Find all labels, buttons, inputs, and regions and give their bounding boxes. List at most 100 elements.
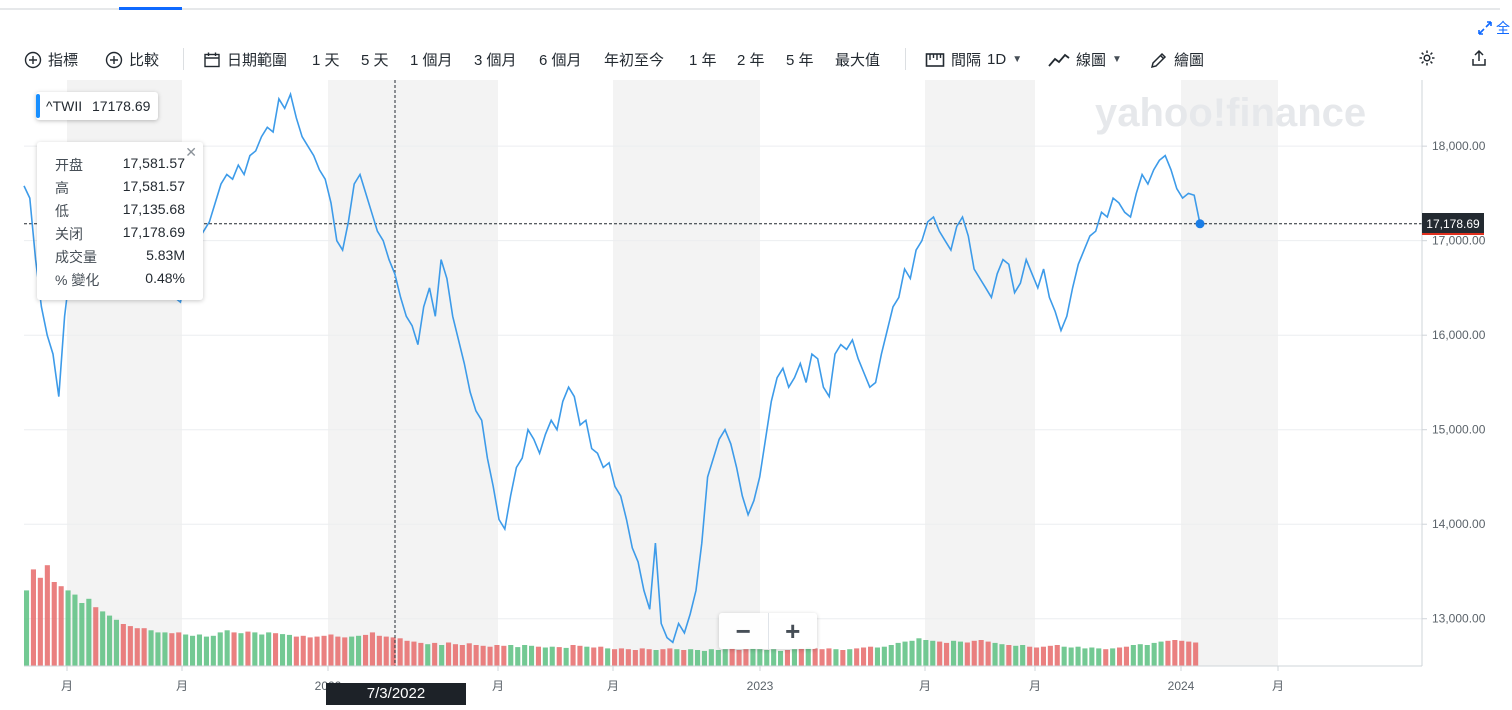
- range-2y[interactable]: 2 年: [737, 52, 765, 69]
- volume-bar: [1158, 641, 1164, 666]
- range-ytd[interactable]: 年初至今: [604, 52, 665, 69]
- volume-bar: [404, 640, 410, 666]
- volume-bar: [1034, 647, 1040, 666]
- volume-bar: [286, 634, 292, 666]
- volume-bar: [1117, 647, 1123, 666]
- volume-bar: [1089, 647, 1095, 666]
- volume-bar: [688, 649, 694, 666]
- close-icon[interactable]: ✕: [185, 144, 197, 160]
- volume-bar: [951, 640, 957, 666]
- tooltip-row: 开盘 17,581.57: [55, 155, 185, 175]
- ticker-last: 17178.69: [92, 98, 151, 114]
- zoom-out-button[interactable]: −: [735, 615, 751, 646]
- fullscreen-button[interactable]: 全: [1478, 18, 1510, 38]
- volume-bar: [881, 646, 887, 666]
- volume-bar: [120, 624, 126, 666]
- range-5y[interactable]: 5 年: [786, 52, 814, 69]
- volume-bar: [1193, 642, 1199, 666]
- tooltip-value: 17,178.69: [122, 224, 185, 240]
- volume-bar: [577, 645, 583, 666]
- volume-bar: [1103, 649, 1109, 666]
- draw-button[interactable]: 繪圖: [1150, 49, 1204, 70]
- volume-bar: [79, 603, 85, 666]
- tooltip-value: 17,135.68: [122, 201, 185, 217]
- volume-bar: [639, 648, 645, 666]
- volume-bar: [964, 642, 970, 666]
- volume-bar: [100, 611, 106, 666]
- volume-bar: [1096, 648, 1102, 666]
- volume-bar: [957, 641, 963, 666]
- ticker-symbol: ^TWII: [46, 98, 83, 114]
- volume-bar: [819, 649, 825, 666]
- volume-bar: [280, 634, 286, 666]
- volume-bar: [944, 642, 950, 666]
- active-tab-indicator: [119, 7, 182, 10]
- volume-bar: [58, 586, 64, 666]
- range-1d[interactable]: 1 天: [312, 52, 340, 69]
- volume-bar: [1075, 646, 1081, 666]
- volume-bar: [148, 630, 154, 666]
- x-tick-label: 月: [1029, 679, 1041, 693]
- volume-bar: [141, 628, 147, 666]
- range-6m[interactable]: 6 個月: [539, 52, 582, 69]
- settings-button[interactable]: [1418, 49, 1436, 67]
- compare-label: 比較: [129, 52, 160, 69]
- y-tick-label: 13,000.00: [1432, 612, 1486, 626]
- y-tick-label: 15,000.00: [1432, 423, 1486, 437]
- volume-bar: [833, 649, 839, 666]
- volume-bar: [376, 635, 382, 666]
- volume-bar: [183, 634, 189, 666]
- volume-bar: [452, 644, 458, 666]
- volume-bar: [826, 648, 832, 666]
- volume-bar: [1144, 645, 1150, 666]
- volume-bar: [369, 632, 375, 666]
- volume-bar: [978, 640, 984, 666]
- tooltip-row: 成交量 5.83M: [55, 247, 185, 267]
- range-3m[interactable]: 3 個月: [474, 52, 517, 69]
- range-max[interactable]: 最大值: [835, 52, 881, 69]
- indicators-label: 指標: [48, 52, 79, 69]
- volume-bar: [715, 650, 721, 666]
- volume-bar: [446, 642, 452, 666]
- volume-bar: [1172, 640, 1178, 666]
- x-tick-label: 月: [61, 679, 73, 693]
- volume-bar: [328, 634, 334, 666]
- volume-bar: [51, 582, 57, 666]
- date-range-button[interactable]: 日期範圍: [203, 49, 287, 70]
- volume-bar: [771, 649, 777, 666]
- zoom-in-button[interactable]: +: [767, 613, 818, 649]
- volume-bar: [65, 590, 71, 666]
- volume-bar: [1047, 645, 1053, 666]
- plus-circle-icon: [24, 51, 42, 68]
- x-tick-label: 月: [176, 679, 188, 693]
- period-band: [1181, 80, 1278, 666]
- volume-bar: [625, 649, 631, 666]
- range-1m[interactable]: 1 個月: [410, 52, 453, 69]
- volume-bar: [293, 636, 299, 666]
- volume-bar: [840, 650, 846, 666]
- volume-bar: [266, 632, 272, 666]
- interval-dropdown[interactable]: 間隔 1D ▼: [925, 49, 1022, 70]
- volume-bar: [397, 638, 403, 666]
- range-5d[interactable]: 5 天: [361, 52, 389, 69]
- draw-label: 繪圖: [1174, 52, 1205, 69]
- tooltip-row: % 變化 0.48%: [55, 270, 185, 290]
- y-tick-label: 14,000.00: [1432, 517, 1486, 531]
- last-price-point[interactable]: [1195, 219, 1205, 229]
- volume-bar: [805, 647, 811, 666]
- volume-bar: [432, 642, 438, 666]
- period-band: [925, 80, 1035, 666]
- chevron-down-icon: ▼: [1112, 54, 1122, 65]
- volume-bar: [750, 648, 756, 666]
- chart-type-dropdown[interactable]: 線圖 ▼: [1048, 49, 1122, 70]
- yahoo-finance-watermark: yahoo!finance: [1095, 91, 1366, 135]
- volume-bar: [321, 635, 327, 666]
- volume-bar: [646, 649, 652, 666]
- range-1y[interactable]: 1 年: [689, 52, 717, 69]
- indicators-button[interactable]: 指標: [24, 49, 78, 70]
- price-line: [23, 91, 1201, 644]
- volume-bar: [598, 646, 604, 666]
- compare-button[interactable]: 比較: [105, 49, 159, 70]
- share-button[interactable]: [1470, 49, 1488, 67]
